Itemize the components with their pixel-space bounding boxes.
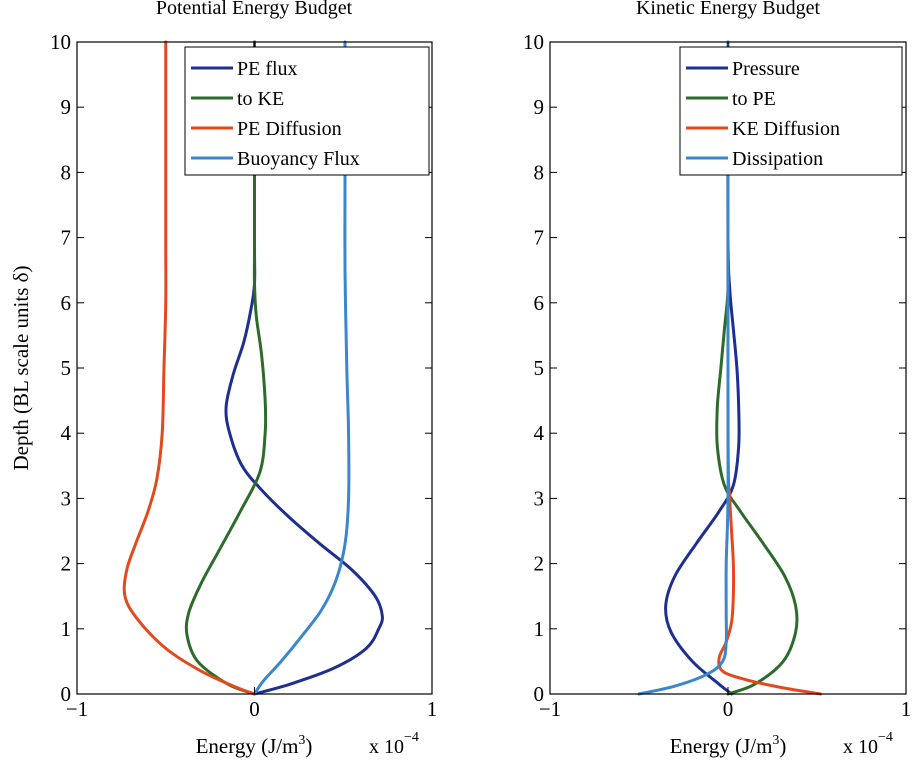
legend-label: Buoyancy Flux [237,148,360,170]
y-tick-label: 4 [534,421,545,445]
legend: PE flux to KE PE Diffusion Buoyancy Flux [184,46,430,176]
y-axis-ticks: 0 1 2 3 4 5 6 7 8 9 10 [523,30,906,706]
series-line-pe-flux [224,40,384,696]
y-tick-label: 9 [534,95,545,119]
y-axis-ticks: 0 1 2 3 4 5 6 7 8 9 10 [50,30,432,706]
y-tick-label: 2 [61,552,72,576]
y-tick-label: 0 [61,682,72,706]
y-tick-label: 5 [61,356,72,380]
y-tick-label: 2 [534,552,545,576]
legend-label: PE flux [237,58,298,80]
x-tick-label: −1 [66,697,88,721]
chart-title: Kinetic Energy Budget [636,0,820,19]
y-tick-label: 4 [61,421,72,445]
y-tick-label: 10 [50,30,71,54]
y-tick-label: 6 [61,291,72,315]
x-axis-multiplier: x 10−4 [843,730,893,758]
x-tick-label: −1 [539,697,561,721]
y-tick-label: 8 [61,160,72,184]
y-tick-label: 0 [534,682,545,706]
y-tick-label: 1 [534,617,545,641]
x-axis-label: Energy (J/m3) [196,733,313,758]
x-axis-ticks: −1 0 1 [66,42,437,721]
x-axis-label: Energy (J/m3) [670,733,787,758]
y-tick-label: 9 [61,95,72,119]
x-axis-multiplier: x 10−4 [369,730,419,758]
y-tick-label: 3 [534,486,545,510]
chart-title: Potential Energy Budget [156,0,353,19]
legend-entries: Pressure to PE KE Diffusion Dissipation [686,58,840,170]
y-tick-label: 6 [534,291,545,315]
legend-label: Pressure [732,58,800,80]
legend-entries: PE flux to KE PE Diffusion Buoyancy Flux [191,58,360,170]
series-lines [637,40,823,696]
y-tick-label: 1 [61,617,72,641]
x-tick-label: 1 [901,697,912,721]
y-tick-label: 10 [523,30,544,54]
x-axis-ticks: −1 0 1 [539,42,911,721]
y-axis-label: Depth (BL scale units δ) [9,265,33,470]
y-tick-label: 3 [61,486,72,510]
chart-potential-energy-budget: Potential Energy Budget −1 0 1 01234567891… [9,0,437,758]
x-tick-label: 0 [249,697,260,721]
legend-label: PE Diffusion [237,118,342,140]
y-tick-label: 5 [534,356,545,380]
series-line-dissipation [637,40,730,696]
legend-label: KE Diffusion [732,118,840,140]
series-line-pe-diffusion [122,40,256,696]
y-tick-label: 7 [61,226,72,250]
series-line-pressure [664,40,741,696]
y-tick-label: 8 [534,160,545,184]
series-lines [122,40,384,696]
series-line-to-ke [184,40,268,696]
legend: Pressure to PE KE Diffusion Dissipation [679,46,903,176]
legend-label: to PE [732,88,776,110]
legend-label: Dissipation [732,148,823,170]
x-tick-label: 1 [427,697,438,721]
x-tick-label: 0 [723,697,734,721]
series-line-buoyancy-flux [253,40,351,696]
y-tick-label: 7 [534,226,545,250]
chart-kinetic-energy-budget: Kinetic Energy Budget −1 0 1 012345678910 … [523,0,911,758]
legend-label: to KE [237,88,284,110]
